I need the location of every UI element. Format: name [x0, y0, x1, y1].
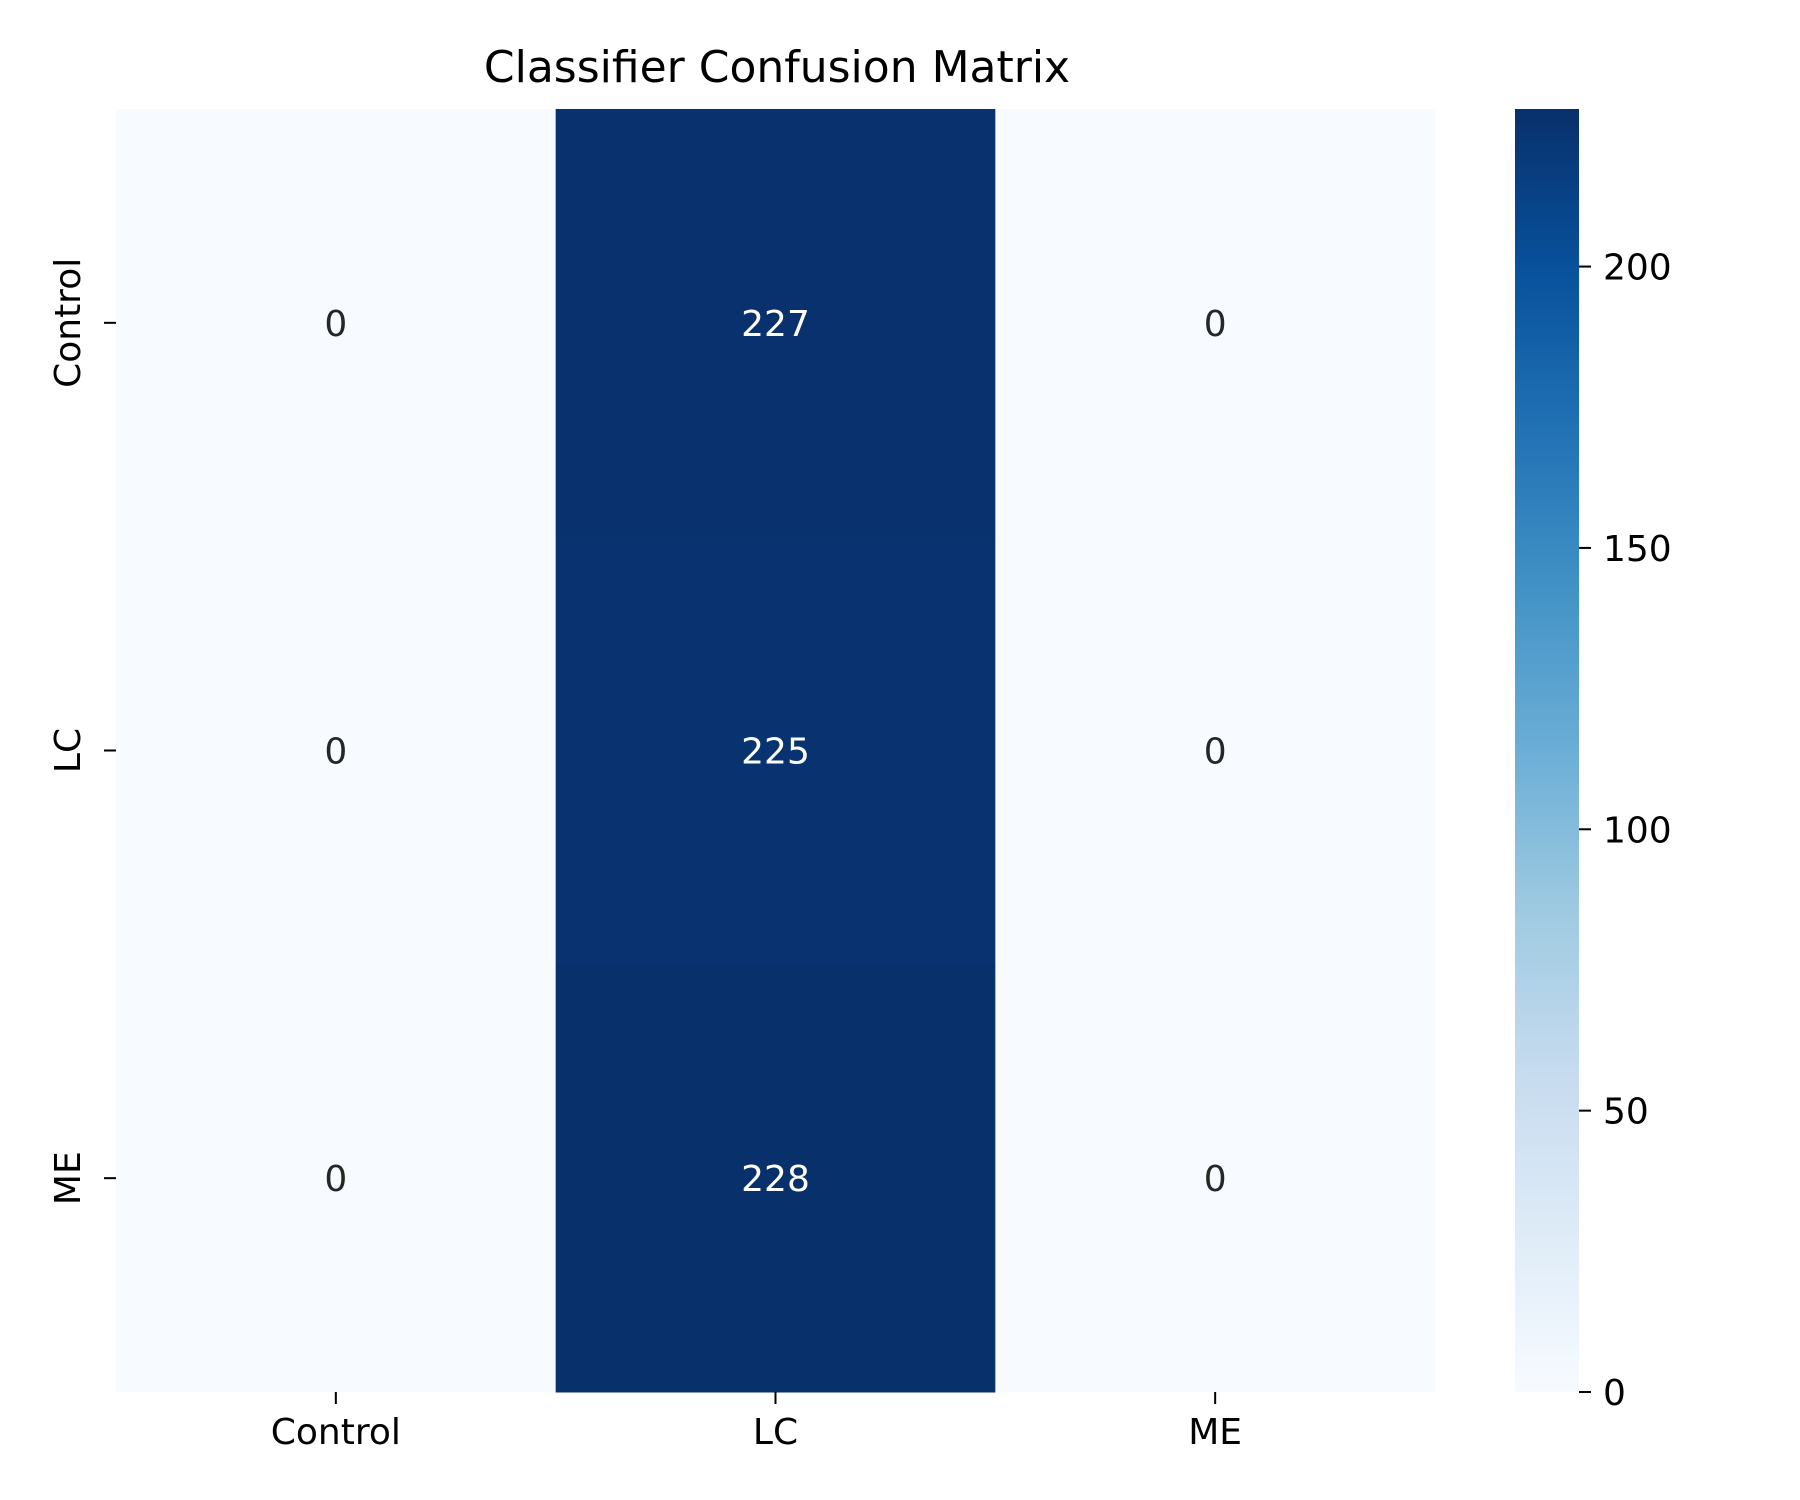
x-tick-label: Control	[271, 1412, 401, 1453]
heatmap-cell	[555, 536, 996, 965]
cell-value-label: 0	[1204, 304, 1227, 345]
cell-value-label: 0	[324, 732, 347, 773]
heatmap-cell	[555, 109, 996, 538]
x-tick-label: LC	[753, 1412, 798, 1453]
y-axis: Control LC ME	[48, 258, 116, 1205]
colorbar-gradient	[1515, 109, 1579, 1392]
heatmap-cell	[555, 964, 996, 1393]
chart-title: Classifier Confusion Matrix	[484, 42, 1070, 93]
heatmap-cell	[995, 109, 1436, 538]
heatmap-cell	[116, 109, 557, 538]
x-axis: Control LC ME	[271, 1392, 1242, 1453]
cell-value-label: 0	[324, 1159, 347, 1200]
y-tick-label: Control	[48, 258, 89, 388]
cell-value-label: 227	[741, 304, 810, 345]
y-tick-label: LC	[48, 728, 89, 773]
heatmap-cell	[116, 964, 557, 1393]
heatmap-cell	[995, 536, 1436, 965]
heatmap-cell	[116, 536, 557, 965]
cell-value-label: 0	[324, 304, 347, 345]
colorbar-tick-label: 0	[1603, 1373, 1626, 1414]
heatmap-cell	[995, 964, 1436, 1393]
colorbar-tick-label: 50	[1603, 1092, 1649, 1133]
colorbar-tick-label: 150	[1603, 529, 1672, 570]
heatmap-annotations: 0 227 0 0 225 0 0 228 0	[324, 304, 1226, 1200]
cell-value-label: 0	[1204, 1159, 1227, 1200]
colorbar-tick-label: 200	[1603, 248, 1672, 289]
x-tick-label: ME	[1188, 1412, 1242, 1453]
colorbar-tick-label: 100	[1603, 810, 1672, 851]
cell-value-label: 0	[1204, 732, 1227, 773]
y-tick-label: ME	[48, 1151, 89, 1205]
cell-value-label: 225	[741, 732, 810, 773]
cell-value-label: 228	[741, 1159, 810, 1200]
colorbar: 0 50 100 150 200	[1515, 109, 1672, 1414]
heatmap-cells	[116, 109, 1436, 1393]
